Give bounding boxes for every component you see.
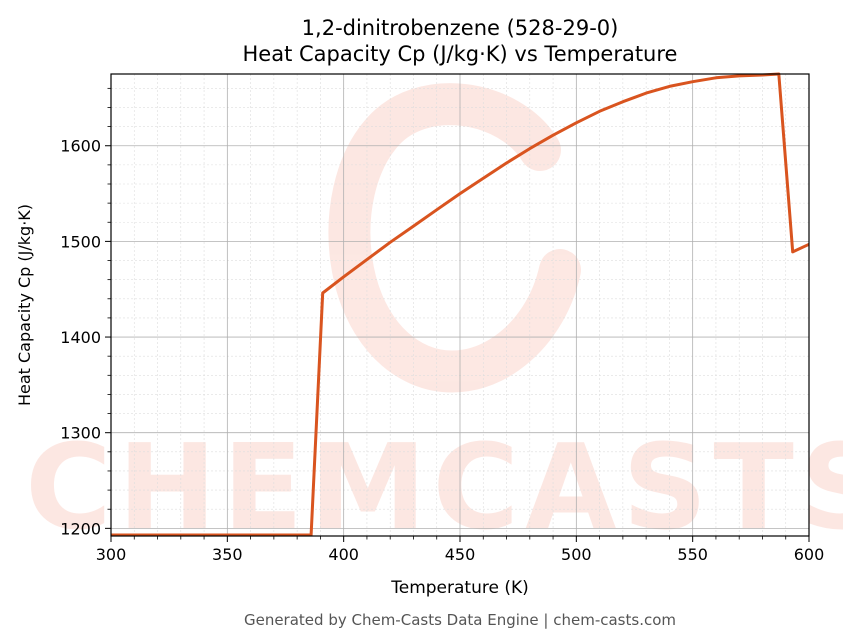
x-axis-label: Temperature (K) [390,578,529,598]
y-tick-label: 1300 [60,424,101,443]
watermark-text: CHEMCASTS [25,418,843,556]
series-layer [111,72,810,537]
x-tick-label: 350 [212,545,243,564]
watermark-logo: CHEMCASTS [25,83,843,556]
y-axis-label: Heat Capacity Cp (J/kg·K) [15,204,34,406]
y-axis-ticks: 1200 1300 1400 1500 1600 [60,87,111,538]
chart-subtitle: Heat Capacity Cp (J/kg·K) vs Temperature [243,42,678,66]
x-tick-label: 550 [677,545,708,564]
x-axis-ticks: 300 350 400 450 500 550 600 [96,536,825,564]
x-tick-label: 300 [96,545,127,564]
x-tick-label: 500 [561,545,592,564]
footer-text: Generated by Chem-Casts Data Engine | ch… [244,611,676,629]
y-tick-label: 1200 [60,519,101,538]
series-line [111,72,810,537]
x-tick-label: 400 [328,545,359,564]
y-tick-label: 1400 [60,328,101,347]
x-tick-label: 600 [794,545,825,564]
chart-title: 1,2-dinitrobenzene (528-29-0) [302,16,619,40]
y-tick-label: 1600 [60,137,101,156]
y-tick-label: 1500 [60,232,101,251]
x-tick-label: 450 [445,545,476,564]
